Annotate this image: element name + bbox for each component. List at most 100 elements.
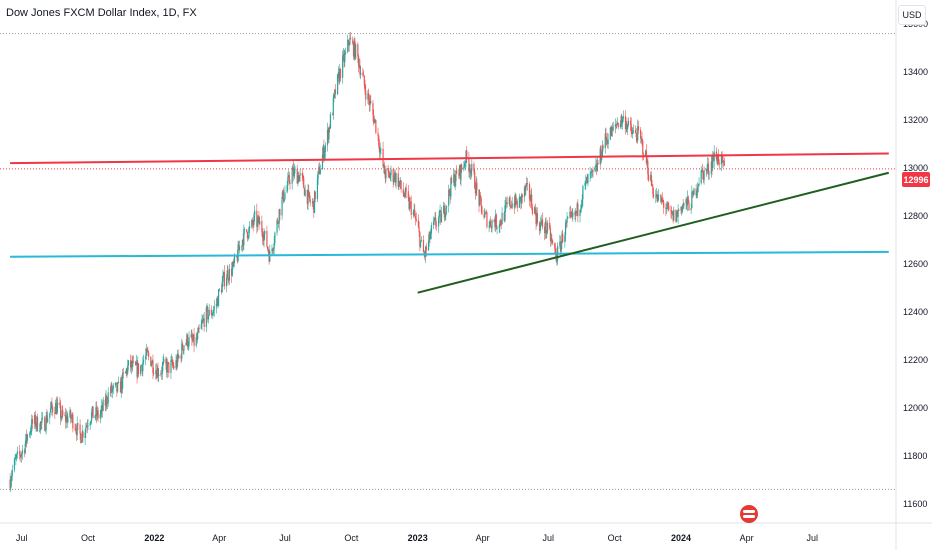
candle-body <box>445 207 447 216</box>
candle-body <box>521 194 523 198</box>
trendline-line[interactable] <box>417 171 890 294</box>
last-price-badge: 12996 <box>902 172 930 187</box>
candle-body <box>264 230 266 235</box>
candle-body <box>132 361 134 367</box>
resistance-line[interactable] <box>10 152 889 165</box>
candle-body <box>312 201 314 204</box>
candle-body <box>526 183 528 186</box>
candle-body <box>652 186 654 195</box>
candle-body <box>317 171 319 179</box>
candle-body <box>289 182 291 184</box>
candle-body <box>697 185 699 187</box>
candle-body <box>519 196 521 198</box>
candle-body <box>362 75 365 76</box>
candle-body <box>496 227 498 229</box>
candle-body <box>465 150 467 163</box>
candle-body <box>157 367 159 377</box>
candle-body <box>675 210 677 222</box>
candle-body <box>185 342 187 346</box>
candle-body <box>349 37 351 45</box>
candle-body <box>26 434 28 441</box>
candle-body <box>636 137 638 141</box>
candle-body <box>283 199 285 202</box>
candle-body <box>662 199 664 202</box>
candle-body <box>223 272 225 287</box>
candle-body <box>413 210 415 212</box>
candle-body <box>293 169 295 177</box>
candle-body <box>621 116 623 124</box>
candle-body <box>707 163 710 174</box>
candle-body <box>51 402 53 408</box>
candle-body <box>676 210 678 222</box>
candle-body <box>380 148 382 150</box>
candle-body <box>495 214 497 227</box>
candle-body <box>153 372 155 374</box>
candle-body <box>641 138 643 141</box>
candle-body <box>254 210 256 216</box>
candle-body <box>87 425 89 427</box>
candle-body <box>368 99 370 106</box>
candle-body <box>251 220 253 227</box>
candle-body <box>370 100 372 104</box>
candle-body <box>80 433 82 444</box>
candle-body <box>70 410 72 419</box>
candle-body <box>706 168 708 171</box>
candle-body <box>10 481 12 489</box>
candle-body <box>148 352 150 357</box>
candle-body <box>438 211 440 218</box>
candle-body <box>722 161 725 163</box>
candle-body <box>331 114 334 116</box>
candle-body <box>458 173 460 176</box>
lines-layer <box>10 152 890 294</box>
candle-body <box>192 334 194 341</box>
support-line[interactable] <box>10 250 889 258</box>
candle-body <box>488 226 490 228</box>
candle-body <box>515 194 517 204</box>
candle-body <box>668 205 670 211</box>
candle-body <box>683 203 685 206</box>
currency-button[interactable]: USD <box>898 5 926 25</box>
candle-body <box>125 369 127 372</box>
candle-body <box>454 181 456 186</box>
candle-body <box>695 188 697 196</box>
candle-body <box>277 220 279 223</box>
candle-body <box>217 298 219 306</box>
candle-body <box>326 129 329 146</box>
candle-body <box>355 44 357 59</box>
candle-body <box>23 450 26 454</box>
candle-body <box>316 178 319 200</box>
candle-body <box>660 198 663 202</box>
candle-body <box>510 205 512 207</box>
candle-body <box>181 343 183 359</box>
candle-body <box>357 55 360 67</box>
time-tick-label: Jul <box>807 533 819 543</box>
candle-body <box>327 129 329 140</box>
candle-body <box>609 127 611 140</box>
candle-body <box>223 272 225 277</box>
candle-body <box>700 170 702 184</box>
candle-body <box>540 222 542 224</box>
candle-body <box>36 416 38 426</box>
candle-body <box>298 175 300 182</box>
candle-body <box>692 191 694 195</box>
candle-body <box>716 158 718 164</box>
candle-body <box>302 175 304 179</box>
candle-body <box>580 208 582 210</box>
candle-body <box>92 406 94 419</box>
candle-body <box>344 53 346 63</box>
tradingview-event-icon[interactable] <box>740 505 758 523</box>
candle-body <box>30 431 32 432</box>
candle-body <box>429 232 431 239</box>
candle-body <box>627 120 629 126</box>
candle-body <box>39 430 41 432</box>
candle-body <box>686 199 688 206</box>
time-tick-label: Oct <box>81 533 96 543</box>
candle-body <box>272 249 275 251</box>
candle-body <box>41 418 43 424</box>
candle-body <box>632 130 635 132</box>
price-tick-label: 12600 <box>903 259 928 269</box>
candle-body <box>471 163 473 171</box>
candle-body <box>47 417 49 423</box>
candle-body <box>256 210 258 227</box>
